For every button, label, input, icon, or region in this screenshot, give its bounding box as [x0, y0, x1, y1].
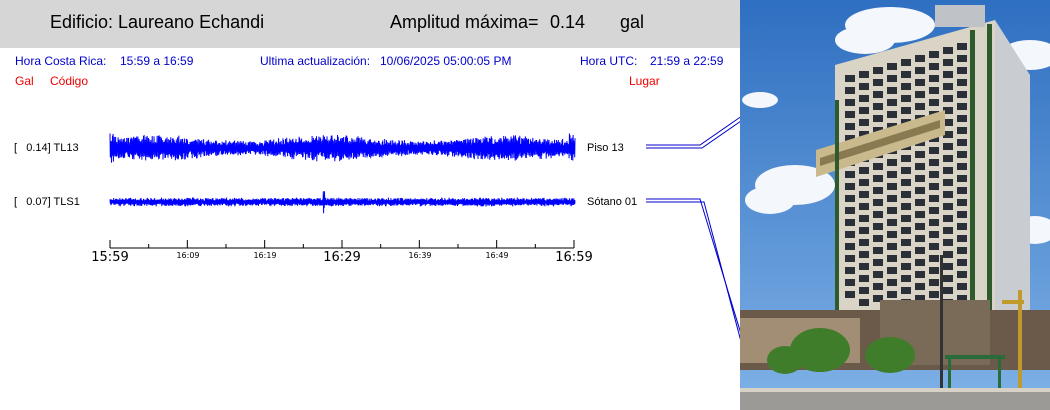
waveform-tl13	[109, 133, 576, 163]
amplitude-label: Amplitud máxima=	[390, 12, 539, 32]
seismogram-plot: 15:59 16:29 16:59 16:09 16:19 16:39 16:4…	[91, 102, 740, 384]
connector-sotano-01-inner	[646, 201, 740, 384]
minor-tick-label: 16:09	[176, 251, 199, 260]
utc-time-range: 21:59 a 22:59	[650, 54, 724, 68]
location-sotano-01: Sótano 01	[587, 196, 638, 208]
amplitude-unit: gal	[620, 12, 645, 32]
waveform-tls1	[109, 191, 576, 214]
major-tick-label-end: 16:59	[555, 250, 592, 265]
title-bar: Edificio: Laureano Echandi Amplitud máxi…	[0, 0, 740, 48]
connector-sotano-01	[646, 198, 740, 333]
minor-tick-label: 16:19	[253, 251, 276, 260]
utc-time-label: Hora UTC:	[580, 54, 638, 68]
update-label: Ultima actualización:	[260, 54, 371, 68]
cr-time-range: 15:59 a 16:59	[120, 54, 194, 68]
column-gal: Gal	[15, 74, 34, 88]
update-value: 10/06/2025 05:00:05 PM	[380, 54, 512, 68]
minor-tick-label: 16:49	[485, 251, 508, 260]
building-prefix: Edificio:	[50, 12, 114, 32]
time-axis-ticks	[109, 240, 575, 248]
connector-piso-13	[646, 116, 740, 146]
amplitude-value: 0.14	[550, 12, 586, 32]
channel-label-tls1: [ 0.07] TLS1	[14, 196, 80, 208]
cr-time-label: Hora Costa Rica:	[15, 54, 107, 68]
building-name: Laureano Echandi	[118, 12, 265, 32]
channel-label-tl13: [ 0.14] TL13	[14, 142, 79, 154]
minor-tick-label: 16:39	[408, 251, 431, 260]
major-tick-label-mid: 16:29	[323, 250, 360, 265]
building-photo-illustration	[740, 0, 1050, 410]
column-code: Código	[50, 74, 89, 88]
building-photo	[740, 0, 1050, 410]
column-place: Lugar	[629, 74, 660, 88]
location-piso-13: Piso 13	[587, 142, 624, 154]
major-tick-label-start: 15:59	[91, 250, 128, 265]
connector-piso-13-inner	[646, 102, 740, 149]
